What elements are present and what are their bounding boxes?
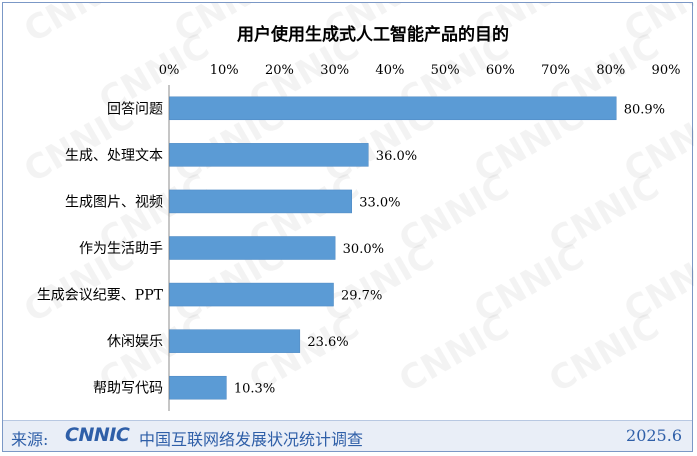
value-label: 80.9% xyxy=(624,102,665,117)
x-tick-label: 80% xyxy=(596,63,625,78)
bar xyxy=(169,236,336,260)
category-label: 回答问题 xyxy=(107,100,163,117)
x-tick-label: 60% xyxy=(486,63,515,78)
x-tick-label: 90% xyxy=(652,63,681,78)
bar xyxy=(169,189,352,214)
x-tick-label: 10% xyxy=(210,63,239,78)
report-date: 2025.6 xyxy=(626,426,682,445)
watermark-text: CNNIC xyxy=(693,306,695,400)
value-label: 23.6% xyxy=(307,335,348,350)
category-label: 作为生活助手 xyxy=(79,241,163,257)
value-label: 10.3% xyxy=(234,382,275,397)
cnnic-logo: CNNIC xyxy=(65,424,130,446)
chart-title: 用户使用生成式人工智能产品的目的 xyxy=(237,24,509,45)
category-label: 帮助写代码 xyxy=(93,381,163,397)
x-tick-label: 20% xyxy=(265,63,294,78)
x-tick-label: 30% xyxy=(320,63,349,78)
watermark-text: CNNIC xyxy=(18,3,141,51)
bar xyxy=(169,375,227,400)
value-label: 29.7% xyxy=(341,289,382,304)
bar xyxy=(169,143,369,167)
watermark-text: CNNIC xyxy=(393,306,516,400)
category-label: 生成图片、视频 xyxy=(65,194,163,210)
watermark-text: CNNIC xyxy=(693,166,695,260)
bar xyxy=(169,96,617,121)
x-tick-label: 50% xyxy=(431,63,460,78)
value-label: 30.0% xyxy=(343,242,384,257)
category-label: 生成会议纪要、PPT xyxy=(37,288,164,304)
bar-chart: CNNICCNNICCNNICCNNICCNNICCNNICCNNICCNNIC… xyxy=(18,3,695,411)
x-tick-label: 0% xyxy=(159,63,180,78)
value-label: 36.0% xyxy=(376,149,417,164)
x-tick-label: 70% xyxy=(541,63,570,78)
source-label: 来源: xyxy=(11,430,49,449)
value-label: 33.0% xyxy=(359,195,400,210)
category-label: 休闲娱乐 xyxy=(107,334,163,350)
watermark-text: CNNIC xyxy=(693,26,695,120)
footer: 来源: CNNIC 中国互联网络发展状况统计调查 2025.6 xyxy=(3,420,692,451)
bar xyxy=(169,329,301,353)
value-labels: 80.9% 36.0% 33.0% 30.0% 29.7% 23.6% 10.3% xyxy=(234,102,665,396)
bars-group xyxy=(169,96,617,400)
x-axis-ticks: 0% 10% 20% 30% 40% 50% 60% 70% 80% 90% xyxy=(159,63,681,78)
watermark-text: CNNIC xyxy=(543,306,666,400)
category-label: 生成、处理文本 xyxy=(65,148,163,164)
bar xyxy=(169,282,334,307)
source-organization: 中国互联网络发展状况统计调查 xyxy=(139,430,364,449)
x-tick-label: 40% xyxy=(375,63,404,78)
